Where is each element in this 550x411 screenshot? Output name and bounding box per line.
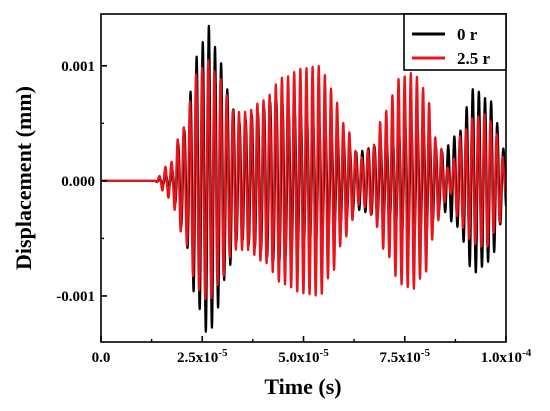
x-tick-label: 0.0 xyxy=(92,350,111,366)
x-tick-label: 7.5x10-5 xyxy=(380,347,431,366)
legend-box xyxy=(403,13,507,71)
y-tick-label: 0.001 xyxy=(61,59,95,75)
x-tick-label: 1.0x10-4 xyxy=(481,347,532,366)
x-tick-label: 5.0x10-5 xyxy=(278,347,329,366)
legend-label-0r: 0 r xyxy=(457,25,478,44)
series-layer xyxy=(101,24,506,333)
legend-label-2-5r: 2.5 r xyxy=(457,49,491,68)
legend: 0 r 2.5 r xyxy=(403,13,507,71)
x-tick-exponent: -5 xyxy=(320,347,330,359)
series-line-2-5-r xyxy=(101,59,506,301)
y-axis-title: Displacement (mm) xyxy=(11,86,36,270)
axis-ticks xyxy=(100,64,507,342)
tick-labels: 0.0 2.5x10-5 5.0x10-5 7.5x10-5 1.0x10-4 0.001… xyxy=(56,59,531,366)
x-tick-exponent: -5 xyxy=(218,347,228,359)
x-tick-exponent: -4 xyxy=(522,347,532,359)
y-tick-label: -0.001 xyxy=(56,289,95,305)
x-axis-title: Time (s) xyxy=(264,374,341,399)
y-tick-label: 0.000 xyxy=(61,174,95,190)
x-tick-exponent: -5 xyxy=(421,347,431,359)
x-tick-label: 2.5x10-5 xyxy=(177,347,228,366)
